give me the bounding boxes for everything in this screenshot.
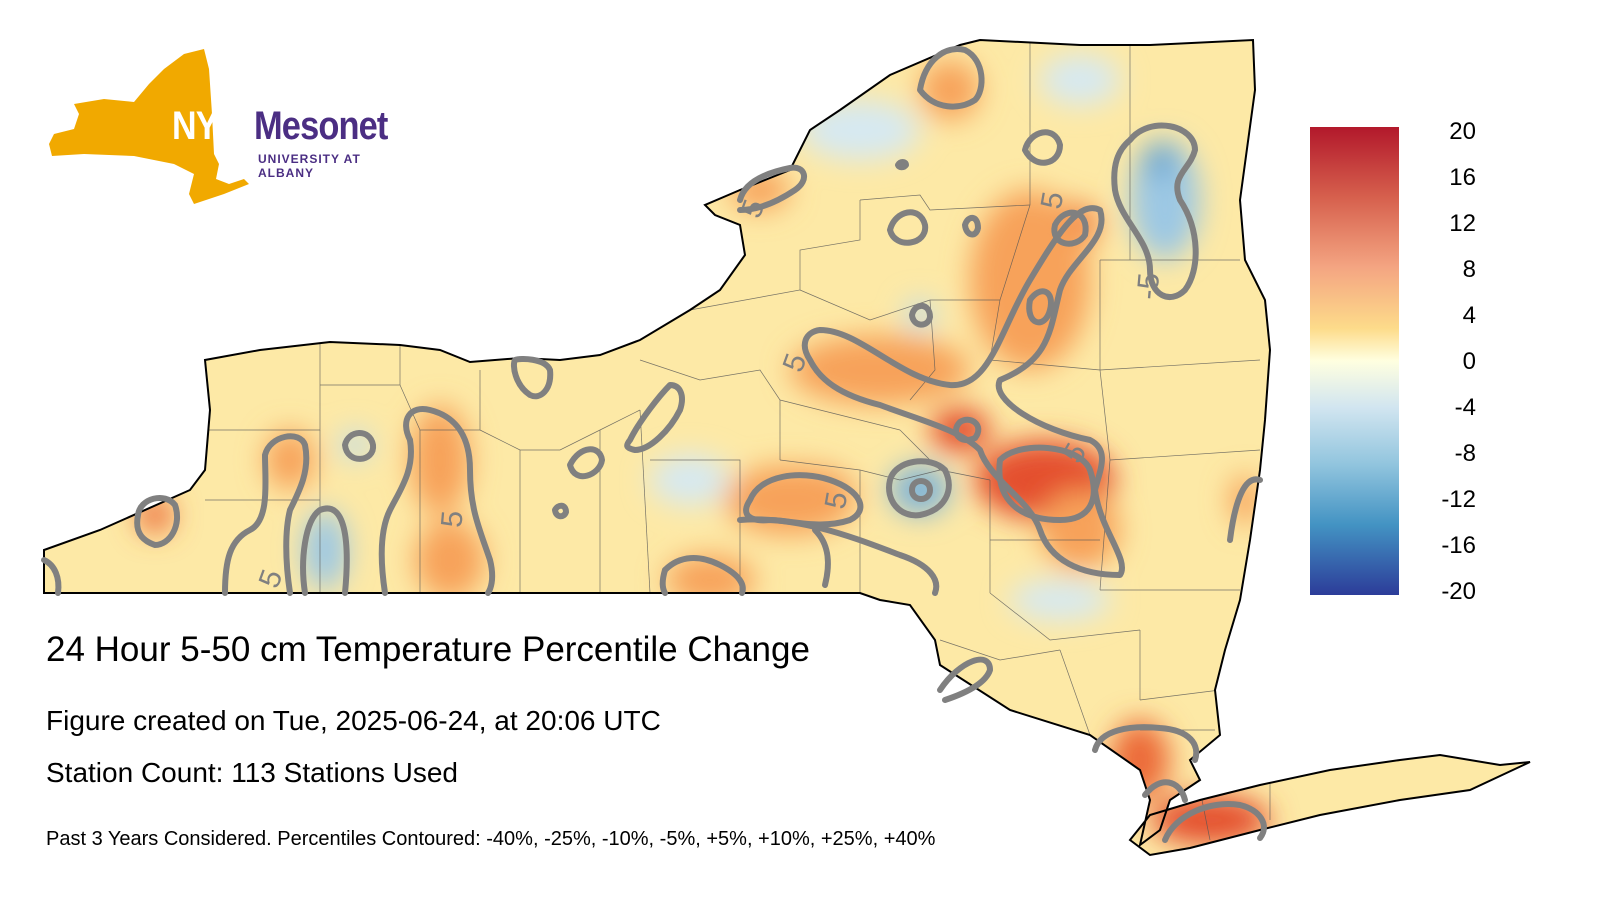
logo-nys-text: NYS bbox=[172, 104, 240, 148]
legend-tick: 0 bbox=[1462, 348, 1476, 375]
legend-tick: 8 bbox=[1462, 256, 1476, 283]
legend-tick: -16 bbox=[1441, 532, 1476, 559]
footnote: Past 3 Years Considered. Percentiles Con… bbox=[46, 828, 936, 850]
legend-tick: 20 bbox=[1449, 118, 1476, 145]
color-scale-bar bbox=[1310, 127, 1399, 595]
color-scale-labels: 20 16 12 8 4 0 -4 -8 -12 -16 -20 bbox=[1416, 118, 1486, 608]
logo-mesonet-text: Mesonet bbox=[254, 104, 388, 148]
nys-mesonet-logo: NYS Mesonet UNIVERSITY AT ALBANY bbox=[44, 44, 404, 214]
figure-title: 24 Hour 5-50 cm Temperature Percentile C… bbox=[46, 630, 810, 669]
contour-label: 5 bbox=[819, 489, 854, 511]
contour-label: 5 bbox=[435, 509, 469, 529]
station-count: Station Count: 113 Stations Used bbox=[46, 757, 458, 788]
contour-label: 5 bbox=[1035, 189, 1070, 211]
contour-lines bbox=[41, 46, 1267, 843]
contour-label: -5 bbox=[1131, 271, 1166, 300]
legend-tick: -4 bbox=[1454, 394, 1476, 421]
legend-tick: 12 bbox=[1449, 210, 1476, 237]
created-timestamp: Figure created on Tue, 2025-06-24, at 20… bbox=[46, 705, 661, 736]
legend-tick: -12 bbox=[1441, 486, 1476, 513]
legend-tick: -20 bbox=[1441, 578, 1476, 605]
logo-subtitle: UNIVERSITY AT ALBANY bbox=[258, 152, 361, 180]
ny-state-logo-shape bbox=[49, 49, 249, 204]
legend-tick: 4 bbox=[1462, 302, 1476, 329]
legend-tick: -8 bbox=[1454, 440, 1476, 467]
legend-tick: 16 bbox=[1449, 164, 1476, 191]
